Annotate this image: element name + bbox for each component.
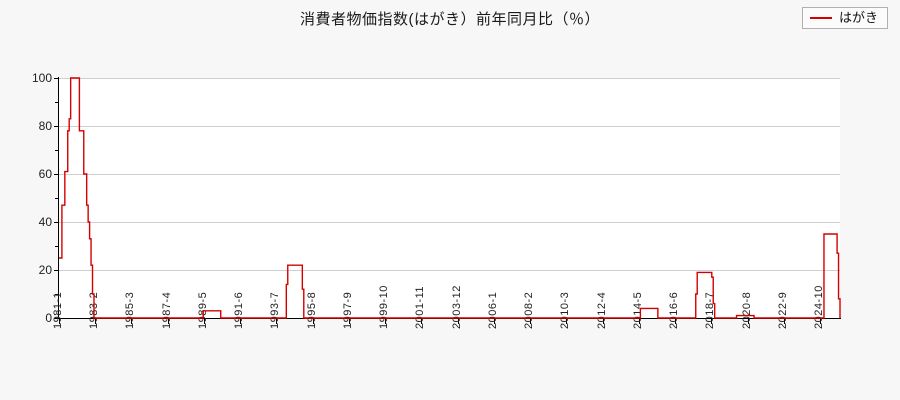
x-tick-label-1989-5: 1989-5: [197, 291, 209, 329]
x-tick-label-1985-3: 1985-3: [124, 291, 136, 329]
x-tick-label-1997-9: 1997-9: [342, 291, 354, 329]
plot-area: [59, 78, 840, 318]
x-tick-label-2008-2: 2008-2: [523, 291, 535, 329]
chart-title: 消費者物価指数(はがき）前年同月比（％）: [300, 11, 600, 28]
y-tick-minor-10: [55, 294, 59, 295]
x-tick-label-1991-6: 1991-6: [233, 291, 245, 329]
x-tick-mark-2024-10: [820, 319, 821, 324]
x-tick-mark-2016-6: [675, 319, 676, 324]
x-tick-mark-1981-1: [59, 319, 60, 324]
x-tick-label-1999-10: 1999-10: [378, 285, 390, 329]
x-tick-label-1987-4: 1987-4: [161, 291, 173, 329]
x-tick-mark-2020-8: [748, 319, 749, 324]
x-tick-mark-1999-10: [385, 319, 386, 324]
y-tick-minor-50: [55, 198, 59, 199]
x-tick-mark-1983-2: [95, 319, 96, 324]
gridline-y-60: [59, 174, 840, 175]
x-tick-label-1993-7: 1993-7: [269, 291, 281, 329]
y-tick-minor-70: [55, 150, 59, 151]
x-tick-label-2010-3: 2010-3: [559, 291, 571, 329]
x-tick-mark-1989-5: [204, 319, 205, 324]
chart-legend[interactable]: はがき: [801, 7, 888, 29]
y-tick-mark-0: [54, 318, 59, 319]
y-tick-label-40: 40: [38, 215, 52, 229]
x-tick-mark-2006-1: [494, 319, 495, 324]
y-tick-label-100: 100: [31, 71, 52, 85]
x-axis-line: [58, 318, 841, 319]
x-tick-label-2012-4: 2012-4: [596, 291, 608, 329]
x-tick-label-2022-9: 2022-9: [777, 291, 789, 329]
x-tick-mark-1987-4: [168, 319, 169, 324]
y-tick-mark-20: [54, 270, 59, 271]
y-tick-mark-80: [54, 126, 59, 127]
legend-series-label: はがき: [838, 10, 878, 25]
x-tick-mark-2010-3: [566, 319, 567, 324]
y-tick-minor-90: [55, 102, 59, 103]
x-tick-label-2014-5: 2014-5: [632, 291, 644, 329]
x-tick-label-1983-2: 1983-2: [88, 291, 100, 329]
y-tick-label-60: 60: [38, 167, 52, 181]
x-tick-label-2003-12: 2003-12: [451, 285, 463, 329]
x-tick-mark-2001-11: [421, 319, 422, 324]
x-tick-mark-1991-6: [240, 319, 241, 324]
x-tick-mark-2014-5: [639, 319, 640, 324]
gridline-y-80: [59, 126, 840, 127]
y-tick-label-20: 20: [38, 263, 52, 277]
x-tick-label-2016-6: 2016-6: [668, 291, 680, 329]
y-tick-label-80: 80: [38, 119, 52, 133]
x-tick-mark-1985-3: [131, 319, 132, 324]
gridline-y-20: [59, 270, 840, 271]
x-tick-mark-2003-12: [458, 319, 459, 324]
x-tick-label-2018-7: 2018-7: [704, 291, 716, 329]
legend-color-swatch: [809, 16, 832, 19]
x-tick-label-2001-11: 2001-11: [414, 285, 426, 329]
x-tick-label-2020-8: 2020-8: [741, 291, 753, 329]
x-tick-label-1981-1: 1981-1: [52, 291, 64, 329]
x-tick-label-2024-10: 2024-10: [813, 285, 825, 329]
x-tick-mark-1993-7: [276, 319, 277, 324]
x-tick-label-2006-1: 2006-1: [487, 291, 499, 329]
gridline-y-100: [59, 78, 840, 79]
x-tick-label-1995-8: 1995-8: [306, 291, 318, 329]
x-tick-mark-2008-2: [530, 319, 531, 324]
x-tick-mark-2018-7: [711, 319, 712, 324]
y-tick-mark-60: [54, 174, 59, 175]
x-tick-mark-2012-4: [603, 319, 604, 324]
gridline-y-40: [59, 222, 840, 223]
y-tick-mark-40: [54, 222, 59, 223]
x-tick-mark-1997-9: [349, 319, 350, 324]
y-tick-label-0: 0: [45, 311, 52, 325]
y-tick-mark-100: [54, 78, 59, 79]
x-tick-mark-1995-8: [313, 319, 314, 324]
y-tick-minor-30: [55, 246, 59, 247]
x-tick-mark-2022-9: [784, 319, 785, 324]
